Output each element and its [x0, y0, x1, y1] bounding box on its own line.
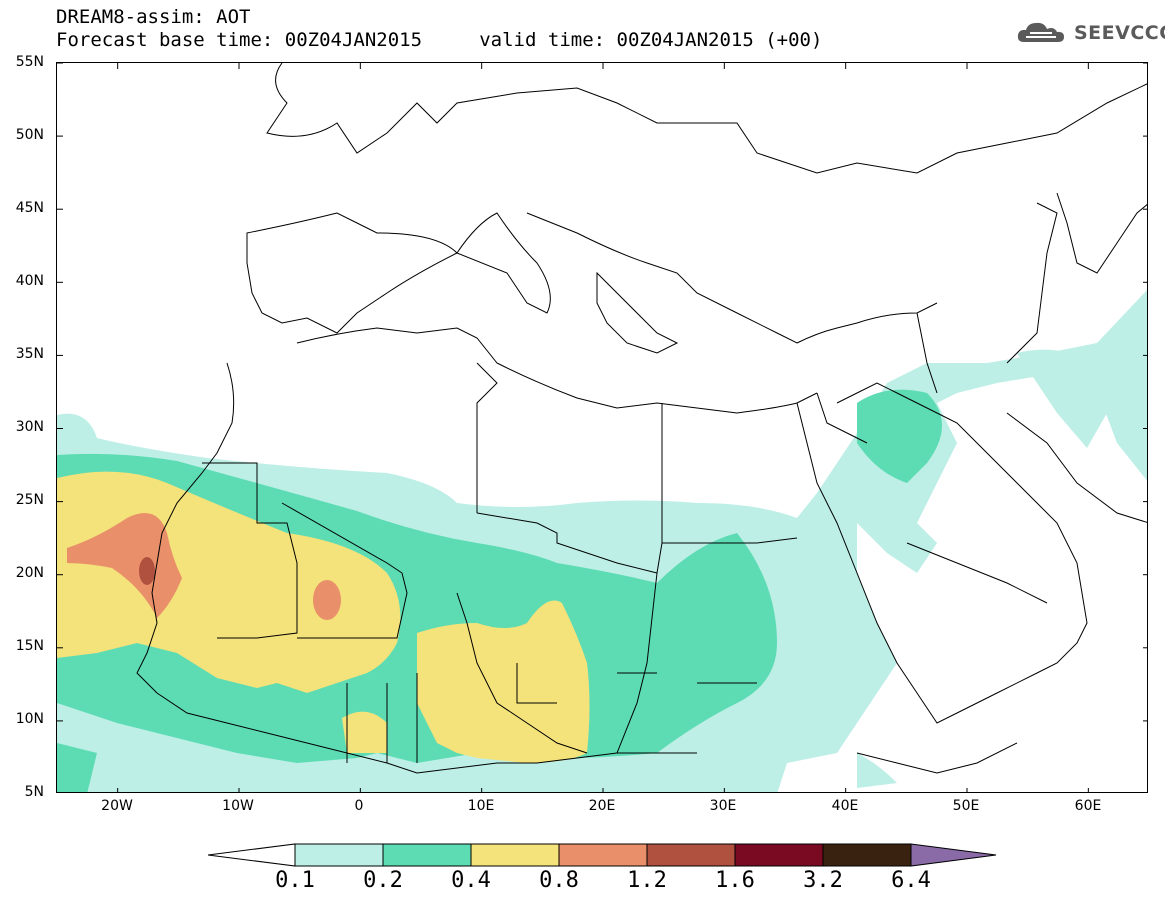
- lat-label: 55N: [15, 54, 44, 70]
- legend-swatch: [294, 843, 384, 867]
- cloud-icon: [1017, 22, 1064, 42]
- lon-label: 20W: [101, 798, 133, 814]
- aot-field-0.8: [67, 513, 341, 620]
- legend-swatch-below: [208, 843, 296, 867]
- lat-label: 10N: [15, 711, 44, 727]
- lon-label: 60E: [1074, 798, 1102, 814]
- legend-level: 1.2: [627, 868, 667, 893]
- map-plot: [57, 63, 1147, 792]
- legend-swatch: [558, 843, 648, 867]
- lat-label: 20N: [15, 565, 44, 581]
- legend-level: 0.8: [539, 868, 579, 893]
- legend-swatch: [734, 843, 824, 867]
- legend-level: 0.4: [451, 868, 491, 893]
- lat-label: 50N: [15, 127, 44, 143]
- lon-label: 30E: [709, 798, 737, 814]
- legend-swatch: [822, 843, 912, 867]
- legend-swatch: [470, 843, 560, 867]
- map-frame: [56, 62, 1148, 793]
- legend-swatch: [382, 843, 472, 867]
- lat-label: 30N: [15, 419, 44, 435]
- legend-level: 6.4: [891, 868, 931, 893]
- seevccc-logo: SEEVCCC: [1016, 20, 1165, 46]
- forecast-time-line: Forecast base time: 00Z04JAN2015 valid t…: [56, 29, 823, 51]
- lat-label: 40N: [15, 273, 44, 289]
- frame-ticks: [57, 63, 1147, 792]
- aot-field-1.2: [139, 557, 155, 585]
- lat-label: 5N: [24, 784, 44, 800]
- lon-label: 40E: [831, 798, 859, 814]
- chart-title: DREAM8-assim: AOT: [56, 6, 251, 28]
- lat-label: 25N: [15, 492, 44, 508]
- legend-swatch: [646, 843, 736, 867]
- lat-label: 35N: [15, 346, 44, 362]
- legend-level: 0.2: [363, 868, 403, 893]
- lon-label: 50E: [952, 798, 980, 814]
- lon-label: 0: [354, 798, 364, 814]
- logo-text: SEEVCCC: [1074, 22, 1165, 44]
- lat-label: 15N: [15, 638, 44, 654]
- lon-label: 10W: [222, 798, 254, 814]
- coastlines-borders: [136, 63, 1147, 774]
- lon-label: 20E: [588, 798, 616, 814]
- lon-label: 10E: [467, 798, 495, 814]
- legend-swatch-above: [910, 843, 997, 867]
- legend-colorbar: [208, 843, 997, 867]
- legend-level: 0.1: [275, 868, 315, 893]
- legend-level: 1.6: [715, 868, 755, 893]
- lat-label: 45N: [15, 200, 44, 216]
- legend-level: 3.2: [803, 868, 843, 893]
